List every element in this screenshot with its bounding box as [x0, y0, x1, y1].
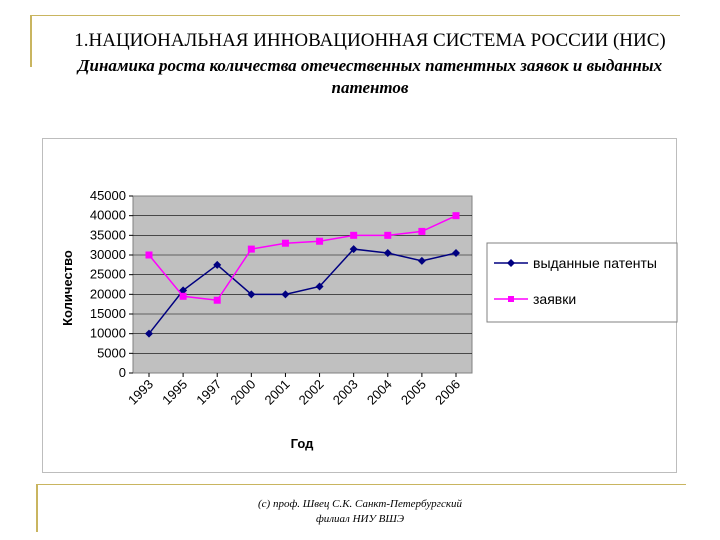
series-line-patents: [148, 248, 457, 335]
data-point: [418, 227, 426, 235]
legend-box: [486, 242, 678, 323]
data-point: [179, 292, 187, 300]
data-point: [315, 282, 324, 291]
x-tick-label: 2000: [227, 377, 258, 408]
series-line-applications: [148, 214, 457, 302]
data-point: [247, 290, 256, 299]
series-layer: [145, 212, 460, 338]
x-tick-label: 1993: [125, 377, 156, 408]
bottom-accent-rule-vertical: [36, 484, 38, 532]
data-point: [281, 290, 290, 299]
y-tick-label: 20000: [90, 286, 126, 301]
x-tick-label: 1995: [159, 377, 190, 408]
legend: выданные патенты заявки: [486, 242, 678, 323]
bottom-accent-rule: [36, 484, 686, 485]
top-accent-rule: [30, 15, 680, 16]
grid-lines: [133, 215, 472, 354]
x-tick-label: 2002: [296, 377, 327, 408]
legend-marker-applications: [508, 296, 514, 302]
legend-marker-patents: [507, 259, 515, 267]
y-tick-label: 25000: [90, 267, 126, 282]
y-tick-label: 5000: [97, 345, 126, 360]
data-point: [213, 260, 222, 269]
legend-label-applications: заявки: [533, 291, 576, 307]
slide-title: 1.НАЦИОНАЛЬНАЯ ИННОВАЦИОННАЯ СИСТЕМА РОС…: [74, 30, 666, 51]
y-axis-ticks: 0 5000 10000 15000 20000 25000 30000 35000 40000…: [90, 188, 133, 380]
data-point: [281, 239, 289, 247]
footer-line-2: филиал НИУ ВШЭ: [315, 513, 405, 525]
data-point: [452, 212, 460, 220]
y-tick-label: 35000: [90, 227, 126, 242]
x-axis-ticks: 1993 1995 1997 2000 2001 2002 2003 2004 2005 2006: [125, 373, 463, 408]
data-point: [145, 251, 153, 259]
data-point: [384, 231, 392, 239]
slide-subtitle: Динамика роста количества отечественных …: [77, 56, 663, 97]
y-tick-label: 0: [119, 365, 126, 380]
x-tick-label: 1997: [193, 377, 224, 408]
footer-line-1: (с) проф. Швец С.К. Санкт-Петербургский: [258, 498, 462, 510]
legend-label-patents: выданные патенты: [533, 255, 657, 271]
data-point: [452, 249, 460, 258]
y-tick-label: 40000: [90, 208, 126, 223]
data-point: [179, 286, 188, 295]
data-point: [417, 256, 426, 265]
top-accent-rule-vertical: [30, 15, 32, 67]
x-tick-label: 2001: [262, 377, 293, 408]
data-point: [145, 329, 153, 338]
x-tick-label: 2003: [330, 377, 361, 408]
x-tick-label: 2006: [432, 377, 463, 408]
data-point: [247, 245, 255, 253]
data-point: [213, 296, 221, 304]
data-point: [349, 245, 358, 254]
plot-area: [132, 195, 473, 374]
x-tick-label: 2004: [364, 377, 395, 408]
x-tick-label: 2005: [398, 377, 429, 408]
y-tick-label: 15000: [90, 306, 126, 321]
data-point: [383, 249, 392, 258]
y-tick-label: 10000: [90, 326, 126, 341]
y-axis-label: Количество: [60, 250, 75, 326]
x-axis-label: Год: [291, 436, 314, 451]
y-tick-label: 45000: [90, 188, 126, 203]
data-point: [316, 237, 324, 245]
y-tick-label: 30000: [90, 247, 126, 262]
footer-credit: (с) проф. Швец С.К. Санкт-Петербургский …: [230, 497, 490, 527]
data-point: [350, 231, 358, 239]
